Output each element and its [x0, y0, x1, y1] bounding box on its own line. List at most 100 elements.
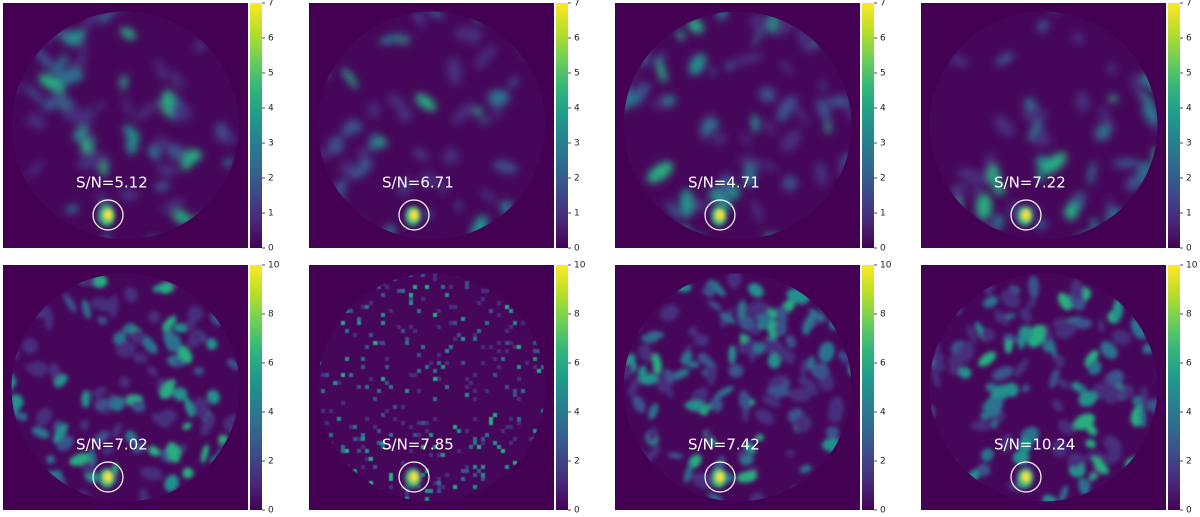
- noise-pixel: [401, 461, 405, 465]
- noise-blob: [1027, 116, 1043, 141]
- noise-blob: [148, 311, 161, 324]
- noise-blob: [29, 361, 48, 377]
- noise-blob: [1042, 495, 1056, 502]
- noise-blob: [194, 397, 210, 419]
- source-core: [104, 210, 112, 220]
- source-marker: [704, 199, 736, 231]
- colorbar-tick-label: 2: [574, 174, 580, 184]
- noise-pixel: [381, 341, 385, 345]
- noise-blob: [667, 452, 684, 459]
- noise-blob: [1051, 440, 1068, 458]
- noise-pixel: [473, 485, 477, 489]
- noise-blob: [665, 200, 680, 220]
- noise-pixel: [385, 409, 389, 413]
- noise-pixel: [389, 445, 393, 449]
- colorbar-tick-label: 4: [1186, 104, 1192, 114]
- noise-blob: [130, 329, 146, 344]
- noise-blob: [1057, 292, 1073, 311]
- noise-pixel: [397, 325, 401, 329]
- noise-pixel: [461, 469, 465, 473]
- noise-pixel: [517, 417, 521, 421]
- noise-pixel: [465, 377, 469, 381]
- noise-blob: [638, 373, 658, 386]
- noise-blob: [1140, 385, 1149, 409]
- noise-blob: [157, 282, 173, 294]
- noise-blob: [182, 467, 194, 479]
- noise-blob: [206, 389, 220, 405]
- noise-blob: [421, 209, 433, 219]
- noise-blob: [994, 309, 1009, 326]
- noise-blob: [53, 54, 68, 75]
- noise-blob: [636, 82, 651, 93]
- noise-blob: [159, 380, 175, 399]
- noise-pixel: [537, 349, 541, 353]
- noise-blob: [693, 333, 709, 347]
- noise-pixel: [393, 405, 397, 409]
- noise-pixel: [425, 429, 429, 433]
- noise-pixel: [473, 417, 477, 421]
- noise-pixel: [513, 389, 517, 393]
- colorbar-tick-label: 8: [1186, 310, 1192, 320]
- noise-blob: [169, 70, 185, 89]
- noise-blob: [81, 461, 94, 475]
- noise-pixel: [421, 445, 425, 449]
- noise-pixel: [461, 361, 465, 365]
- noise-blob: [687, 18, 704, 34]
- noise-blob: [397, 177, 414, 197]
- noise-blob: [827, 95, 852, 108]
- noise-pixel: [445, 349, 449, 353]
- noise-blob: [697, 353, 712, 366]
- colorbar-tick-label: 0: [574, 506, 580, 516]
- noise-blob: [126, 134, 138, 155]
- noise-blob: [656, 61, 667, 83]
- noise-pixel: [445, 293, 449, 297]
- noise-blob: [1049, 368, 1060, 389]
- noise-pixel: [353, 333, 357, 337]
- noise-blob: [751, 26, 765, 47]
- noise-pixel: [437, 453, 441, 457]
- noise-blob: [184, 319, 196, 331]
- noise-blob: [154, 181, 170, 192]
- noise-pixel: [449, 321, 453, 325]
- colorbar-tick-label: 5: [1186, 69, 1192, 79]
- noise-blob: [1078, 390, 1097, 407]
- noise-pixel: [345, 309, 349, 313]
- noise-blob: [17, 412, 28, 421]
- noise-blob: [1100, 341, 1118, 360]
- noise-blob: [1074, 318, 1092, 329]
- noise-blob: [1019, 308, 1032, 323]
- noise-pixel: [489, 417, 493, 421]
- source-marker: [398, 199, 430, 231]
- noise-pixel: [493, 373, 497, 377]
- noise-pixel: [457, 449, 461, 453]
- noise-blob: [1018, 438, 1033, 453]
- noise-blob: [95, 192, 114, 211]
- noise-pixel: [389, 485, 393, 489]
- noise-blob: [676, 30, 685, 40]
- noise-blob: [1111, 329, 1132, 345]
- noise-blob: [487, 89, 510, 106]
- noise-pixel: [337, 417, 341, 421]
- colorbar-tick-label: 8: [574, 310, 580, 320]
- noise-pixel: [341, 445, 345, 449]
- noise-blob: [808, 308, 827, 322]
- noise-blob: [206, 338, 218, 350]
- noise-pixel: [421, 345, 425, 349]
- noise-blob: [1100, 387, 1116, 404]
- colorbar-tick-label: 6: [268, 359, 274, 369]
- noise-blob: [706, 365, 717, 386]
- source-core: [1022, 210, 1030, 220]
- noise-blob: [1054, 355, 1065, 368]
- noise-blob: [652, 99, 666, 109]
- noise-pixel: [425, 421, 429, 425]
- noise-blob: [780, 129, 802, 152]
- colorbar-tick-label: 6: [574, 34, 580, 44]
- noise-blob: [152, 284, 162, 293]
- colorbar-tick-label: 6: [574, 359, 580, 369]
- noise-pixel: [389, 309, 393, 313]
- noise-blob: [80, 140, 95, 153]
- source: [711, 468, 727, 488]
- noise-blob: [43, 91, 67, 112]
- noise-pixel: [421, 421, 425, 425]
- noise-blob: [1105, 450, 1121, 464]
